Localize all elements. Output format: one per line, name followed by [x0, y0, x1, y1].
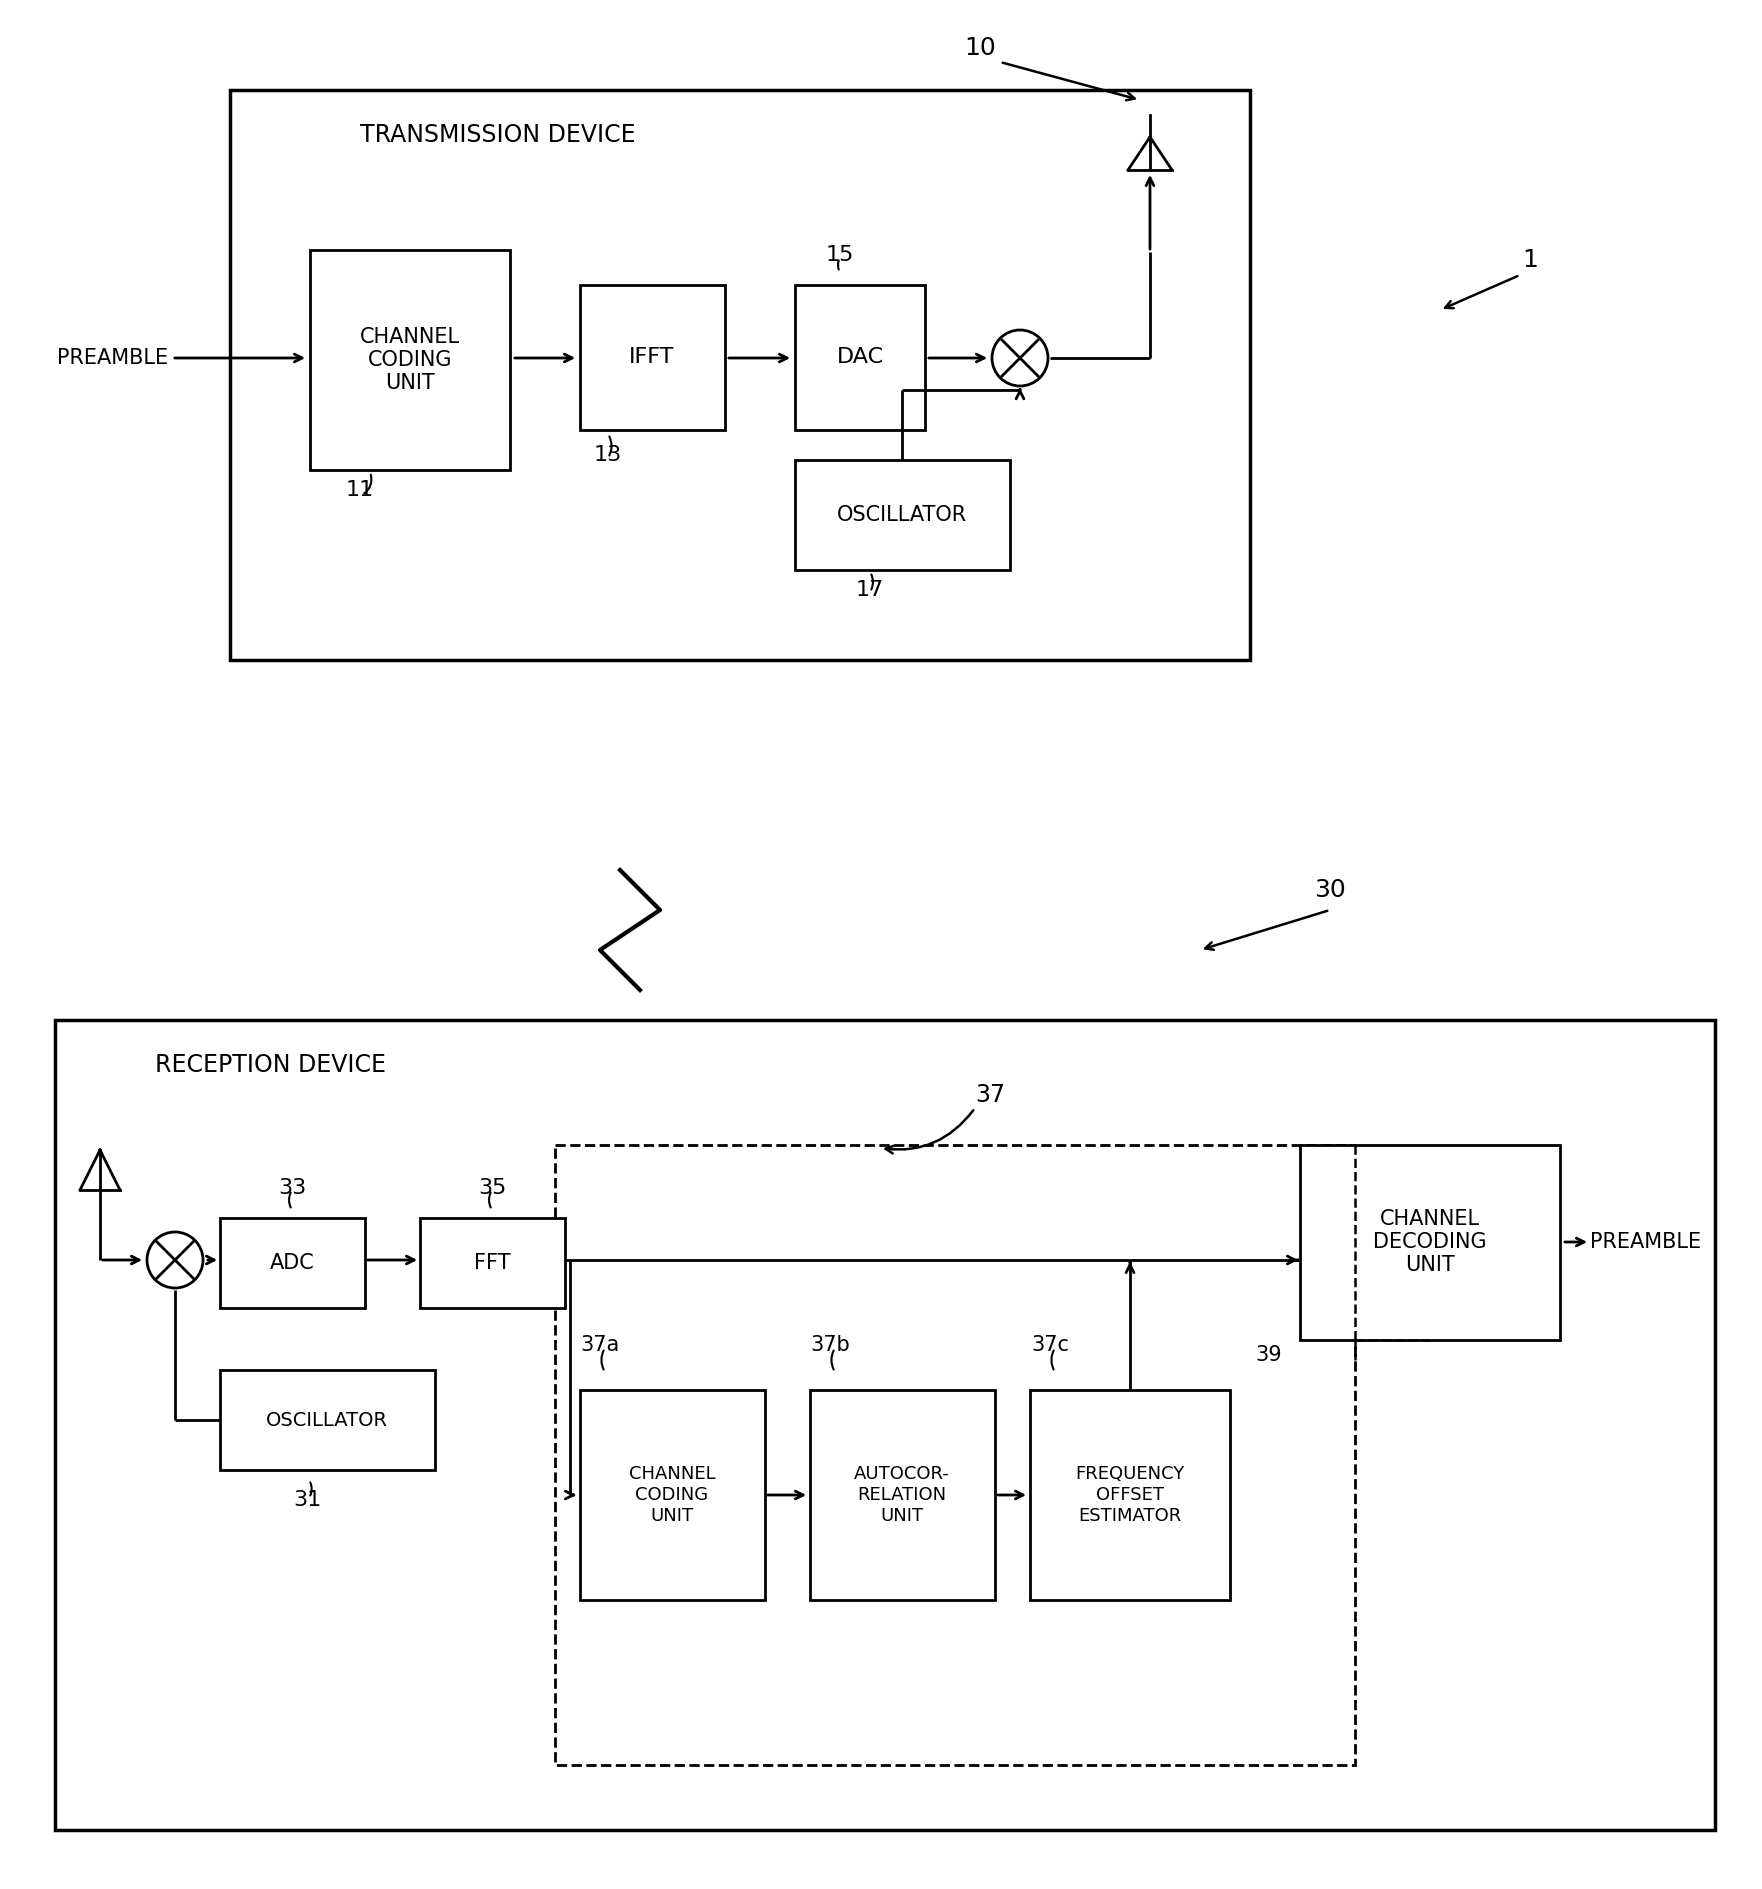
Text: 37c: 37c: [1031, 1336, 1070, 1354]
Text: 1: 1: [1522, 247, 1538, 272]
Text: 37a: 37a: [580, 1336, 620, 1354]
Text: 10: 10: [964, 36, 996, 60]
Bar: [419, 1218, 566, 1307]
Text: IFFT: IFFT: [629, 348, 675, 366]
Bar: [580, 1390, 765, 1600]
Text: FREQUENCY
OFFSET
ESTIMATOR: FREQUENCY OFFSET ESTIMATOR: [1075, 1466, 1184, 1524]
Bar: [1300, 1145, 1559, 1339]
Text: CHANNEL
CODING
UNIT: CHANNEL CODING UNIT: [629, 1466, 715, 1524]
Text: CHANNEL
DECODING
UNIT: CHANNEL DECODING UNIT: [1373, 1209, 1487, 1275]
Text: AUTOCOR-
RELATION
UNIT: AUTOCOR- RELATION UNIT: [855, 1466, 950, 1524]
Text: 37b: 37b: [811, 1336, 849, 1354]
Bar: [795, 285, 925, 431]
Text: 17: 17: [856, 580, 885, 601]
Bar: [580, 285, 724, 431]
Text: 37: 37: [974, 1082, 1004, 1107]
Bar: [231, 91, 1249, 659]
Text: 35: 35: [478, 1179, 506, 1198]
Text: 39: 39: [1255, 1345, 1281, 1366]
Bar: [310, 249, 509, 470]
Bar: [220, 1218, 365, 1307]
Text: CHANNEL
CODING
UNIT: CHANNEL CODING UNIT: [359, 327, 460, 393]
Bar: [811, 1390, 996, 1600]
Text: 15: 15: [826, 246, 855, 264]
Text: TRANSMISSION DEVICE: TRANSMISSION DEVICE: [359, 123, 636, 147]
Text: PREAMBLE: PREAMBLE: [1589, 1232, 1700, 1252]
Text: 33: 33: [278, 1179, 307, 1198]
Text: 31: 31: [292, 1490, 321, 1509]
Text: OSCILLATOR: OSCILLATOR: [837, 504, 967, 525]
Text: 13: 13: [594, 446, 622, 465]
Text: DAC: DAC: [837, 348, 883, 366]
Text: 11: 11: [345, 480, 374, 501]
Text: RECEPTION DEVICE: RECEPTION DEVICE: [155, 1052, 386, 1077]
Text: 30: 30: [1314, 878, 1346, 903]
Bar: [55, 1020, 1714, 1830]
Bar: [1031, 1390, 1230, 1600]
Text: OSCILLATOR: OSCILLATOR: [266, 1411, 388, 1430]
Bar: [220, 1370, 435, 1470]
Bar: [555, 1145, 1355, 1764]
Text: PREAMBLE: PREAMBLE: [56, 348, 167, 368]
Text: ADC: ADC: [270, 1252, 314, 1273]
Text: FFT: FFT: [474, 1252, 511, 1273]
Bar: [795, 461, 1010, 570]
